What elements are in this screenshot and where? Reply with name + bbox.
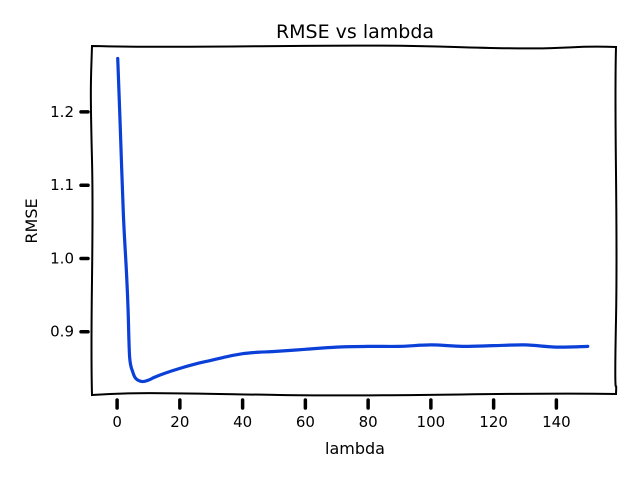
y-tick-label: 0.9 <box>50 323 74 341</box>
rmse-series-line <box>116 56 590 384</box>
x-tick-label: 100 <box>417 413 446 431</box>
x-tick-label: 0 <box>112 413 122 431</box>
x-axis-ticks: 0 20 40 60 80 100 120 140 <box>112 398 571 431</box>
series-group <box>116 56 590 384</box>
plot-frame <box>89 44 618 397</box>
x-tick-label: 140 <box>542 413 571 431</box>
y-tick-label: 1.1 <box>50 176 74 194</box>
y-tick-label: 1.2 <box>50 103 74 121</box>
x-tick-label: 40 <box>233 413 252 431</box>
x-tick-label: 60 <box>296 413 315 431</box>
y-axis-label: RMSE <box>22 198 41 243</box>
x-tick-label: 120 <box>479 413 508 431</box>
y-tick-label: 1.0 <box>50 249 74 267</box>
y-axis-ticks: 0.9 1.0 1.1 1.2 <box>50 103 90 341</box>
x-axis-label: lambda <box>325 439 385 458</box>
chart-title: RMSE vs lambda <box>276 21 434 43</box>
x-tick-label: 20 <box>170 413 189 431</box>
x-tick-label: 80 <box>359 413 378 431</box>
